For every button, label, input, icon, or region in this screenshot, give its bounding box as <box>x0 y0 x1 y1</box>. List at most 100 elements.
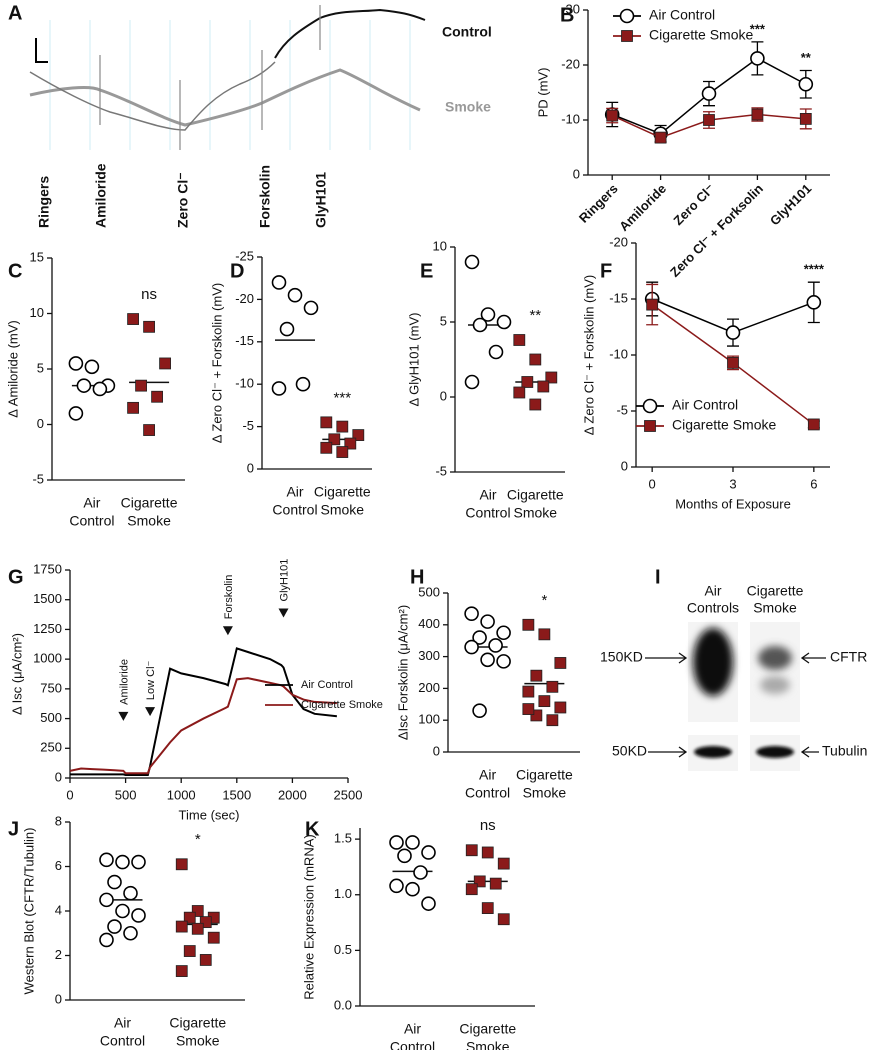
x-tick-label: 6 <box>810 476 817 491</box>
x-tick-label: 2500 <box>334 787 363 802</box>
x-tick-label: Air <box>286 484 303 500</box>
marker <box>481 846 494 859</box>
panel-label: D <box>230 260 244 282</box>
y-tick-label: 0 <box>55 991 62 1006</box>
y-tick-label: -10 <box>609 346 628 361</box>
marker <box>496 625 511 641</box>
trace-label: Control <box>442 24 492 40</box>
marker <box>606 109 619 122</box>
y-tick-label: 1.0 <box>334 886 352 901</box>
marker <box>191 922 204 935</box>
marker <box>522 618 535 631</box>
marker <box>183 911 196 924</box>
y-tick-label: 10 <box>433 238 447 253</box>
marker <box>421 896 436 911</box>
y-axis-label: Relative Expression (mRNA) <box>301 834 316 999</box>
y-tick-label: 1750 <box>33 561 62 576</box>
y-tick-label: 750 <box>40 680 62 695</box>
marker <box>99 852 114 868</box>
y-tick-label: -10 <box>235 376 254 391</box>
marker <box>654 131 667 144</box>
marker <box>68 356 84 371</box>
marker <box>465 844 478 857</box>
x-tick-label: 0 <box>649 476 656 491</box>
x-tick-label: Cigarette <box>314 484 371 500</box>
marker <box>806 295 822 310</box>
x-tick-label: Smoke <box>321 502 365 518</box>
x-tick-label: Control <box>465 505 510 521</box>
marker <box>127 313 139 325</box>
marker <box>481 902 494 914</box>
x-tick-label: Air <box>114 1015 131 1031</box>
marker <box>303 300 319 316</box>
marker <box>115 854 130 870</box>
legend-label: Air Control <box>649 7 715 23</box>
y-tick-label: 1000 <box>33 651 62 666</box>
marker <box>92 381 108 397</box>
marker <box>554 657 567 669</box>
marker <box>175 858 188 871</box>
marker <box>488 344 504 360</box>
y-tick-label: 1250 <box>33 621 62 636</box>
marker <box>464 606 479 621</box>
annotation: ns <box>141 286 157 303</box>
y-tick-label: 200 <box>418 680 440 695</box>
y-tick-label: 5 <box>440 313 447 328</box>
x-tick-label: 0 <box>66 787 73 802</box>
trace-panel: A Control Smoke Ringers Amiloride Zero C… <box>8 2 492 228</box>
event-arrow <box>118 711 129 721</box>
marker <box>472 703 487 718</box>
y-tick-label: -20 <box>609 234 628 249</box>
legend-label: Cigarette Smoke <box>672 417 776 433</box>
marker <box>127 401 139 414</box>
y-tick-label: 5 <box>37 360 44 375</box>
marker <box>530 709 543 722</box>
event-label: Forskolin <box>223 575 235 620</box>
marker <box>750 51 765 66</box>
panel-label: G <box>8 566 24 588</box>
smoke-trace <box>29 68 421 127</box>
arrow <box>645 652 688 664</box>
marker <box>143 320 155 333</box>
cftr-band <box>693 628 733 696</box>
scale-bar <box>35 38 48 63</box>
marker <box>489 877 502 890</box>
marker <box>725 325 741 340</box>
marker <box>480 652 495 668</box>
event-label: GlyH101 <box>313 172 329 228</box>
y-tick-label: -15 <box>609 290 628 305</box>
legend-label: Air Control <box>301 679 353 691</box>
x-axis-label: Time (sec) <box>179 807 240 822</box>
early-trace <box>29 61 276 131</box>
marker <box>480 614 495 629</box>
y-tick-label: 8 <box>55 813 62 828</box>
x-tick-label: Smoke <box>523 785 567 801</box>
marker <box>143 424 155 436</box>
trace-grid <box>49 20 411 150</box>
x-tick-label: 1000 <box>167 787 196 802</box>
lane-label: Smoke <box>753 600 797 616</box>
marker <box>191 905 204 917</box>
event-label: Amiloride <box>118 659 130 705</box>
lane-label: Air <box>704 583 721 599</box>
x-tick-label: Cigarette <box>169 1015 226 1031</box>
marker <box>545 371 558 384</box>
marker <box>336 420 349 433</box>
x-tick-label: 2000 <box>278 787 307 802</box>
y-tick-label: 6 <box>55 858 62 873</box>
marker <box>465 883 478 896</box>
marker <box>159 357 171 370</box>
y-tick-label: 100 <box>418 712 440 727</box>
y-axis-label: ΔIsc Forskolin (μA/cm²) <box>395 605 410 740</box>
x-tick-label: Air <box>479 487 496 503</box>
marker <box>175 920 188 933</box>
y-axis-label: PD (mV) <box>535 68 550 118</box>
marker <box>123 925 138 941</box>
marker <box>619 8 635 24</box>
marker <box>513 334 526 346</box>
y-tick-label: 500 <box>40 710 62 725</box>
x-tick-label: Control <box>69 513 114 529</box>
marker <box>473 875 486 888</box>
